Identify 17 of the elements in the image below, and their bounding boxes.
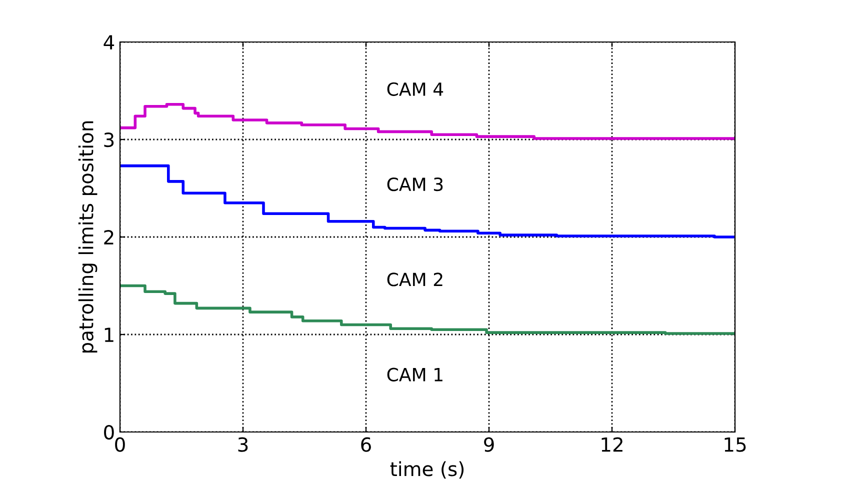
x-tick-label: 0 — [115, 437, 125, 452]
y-tick-label: 3 — [104, 132, 114, 148]
y-tick-label: 0 — [104, 424, 114, 440]
y-tick-label: 2 — [104, 230, 114, 244]
x-tick-label: 12 — [602, 437, 622, 452]
x-tick-label: 15 — [724, 437, 746, 452]
annotation: CAM 2 — [387, 272, 442, 286]
annotation: CAM 4 — [387, 82, 444, 96]
x-tick-label: 6 — [361, 437, 371, 452]
y-axis-title: patrolling limits position — [78, 121, 98, 352]
y-tick-label: 1 — [104, 328, 114, 342]
y-tick-label: 4 — [104, 35, 114, 50]
x-tick-label: 9 — [484, 437, 494, 452]
x-tick-label: 3 — [238, 437, 248, 452]
x-axis-title: time (s) — [390, 461, 464, 479]
annotation: CAM 3 — [387, 177, 443, 192]
annotation: CAM 1 — [387, 368, 442, 382]
